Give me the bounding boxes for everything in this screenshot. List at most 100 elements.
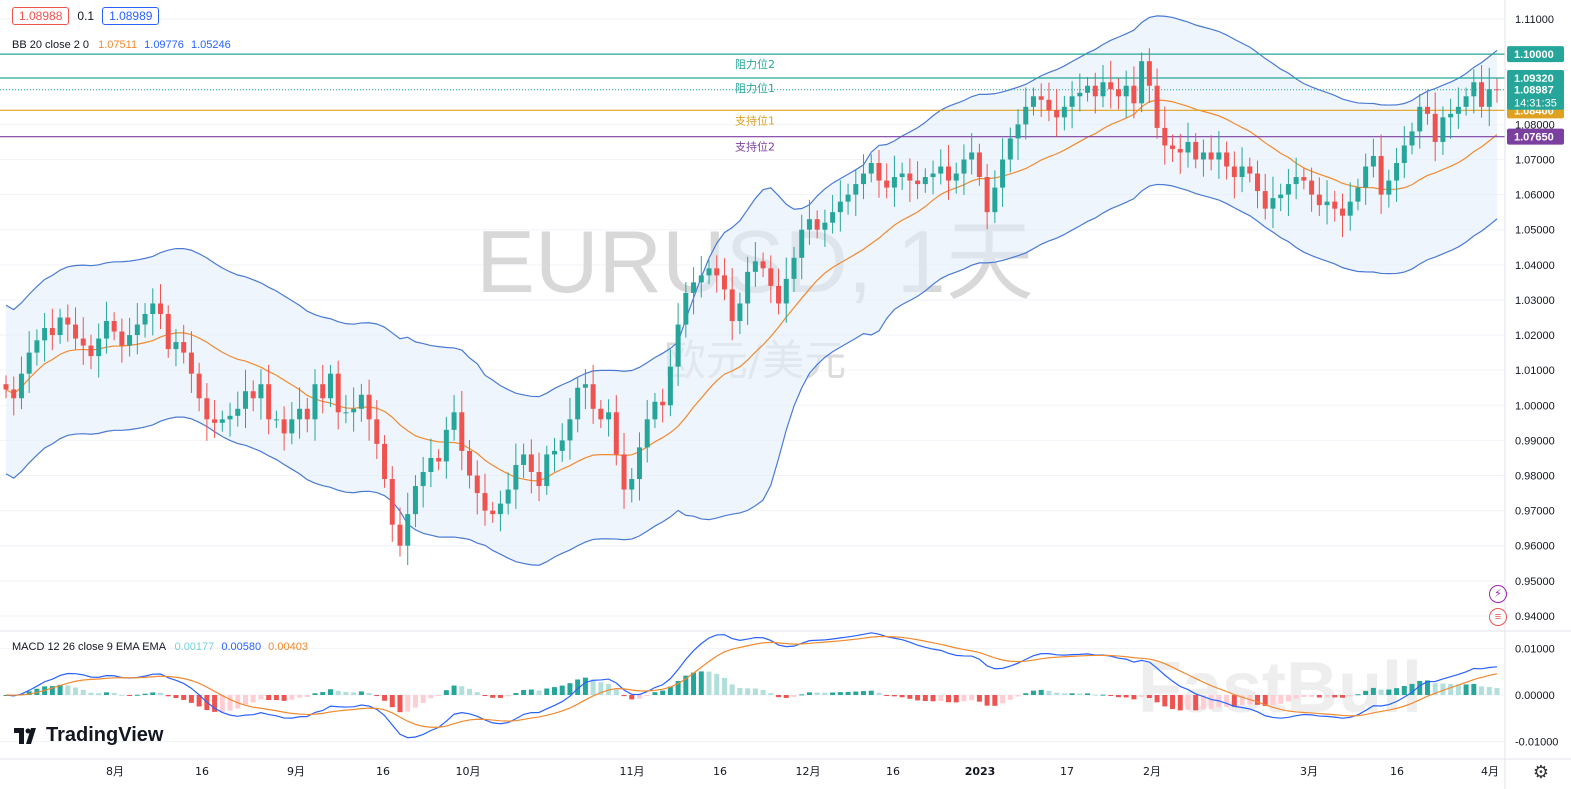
candle[interactable]	[1247, 166, 1253, 174]
macd-signal-line[interactable]	[5, 635, 1498, 728]
candle[interactable]	[1324, 201, 1330, 206]
macd-line[interactable]	[5, 632, 1498, 739]
candle[interactable]	[158, 303, 164, 314]
candle[interactable]	[103, 321, 109, 339]
candle[interactable]	[1030, 96, 1036, 107]
level-price-tag[interactable]	[1507, 46, 1564, 63]
candle[interactable]	[443, 429, 449, 462]
candle[interactable]	[1309, 180, 1315, 195]
candle[interactable]	[1185, 141, 1191, 153]
candle[interactable]	[706, 268, 712, 276]
candle[interactable]	[598, 408, 604, 420]
candle[interactable]	[675, 324, 681, 367]
candle[interactable]	[760, 261, 766, 269]
candle[interactable]	[1023, 106, 1029, 125]
candle[interactable]	[544, 454, 550, 487]
candle[interactable]	[1301, 177, 1307, 181]
candle[interactable]	[312, 384, 318, 420]
candle[interactable]	[552, 450, 558, 455]
candle[interactable]	[1316, 194, 1322, 206]
candle[interactable]	[1061, 106, 1067, 118]
candle[interactable]	[729, 289, 735, 322]
candle[interactable]	[1494, 89, 1500, 91]
candle[interactable]	[930, 173, 936, 178]
candle[interactable]	[521, 454, 527, 465]
candle[interactable]	[1015, 124, 1021, 139]
candle[interactable]	[1378, 155, 1384, 195]
candle[interactable]	[18, 373, 24, 399]
last-price-tag[interactable]	[1507, 81, 1564, 110]
candle[interactable]	[1285, 184, 1291, 195]
candle[interactable]	[1077, 92, 1083, 97]
candle[interactable]	[1424, 106, 1430, 114]
candle[interactable]	[590, 384, 596, 409]
candle[interactable]	[791, 257, 797, 279]
candle[interactable]	[992, 187, 998, 213]
candle[interactable]	[667, 366, 673, 406]
candle[interactable]	[660, 401, 666, 406]
candle[interactable]	[1417, 106, 1423, 132]
candle[interactable]	[814, 219, 820, 230]
candle[interactable]	[1455, 106, 1461, 114]
candle[interactable]	[250, 391, 256, 399]
candle[interactable]	[1115, 89, 1121, 97]
candle[interactable]	[1293, 177, 1299, 185]
candle[interactable]	[1100, 82, 1106, 97]
candle[interactable]	[629, 479, 635, 490]
candle[interactable]	[945, 166, 951, 181]
candle[interactable]	[1255, 173, 1261, 192]
candle[interactable]	[1479, 82, 1485, 107]
candle[interactable]	[1270, 198, 1276, 209]
candle[interactable]	[737, 303, 743, 322]
candle[interactable]	[621, 454, 627, 490]
candle[interactable]	[289, 419, 295, 434]
candle[interactable]	[374, 419, 380, 444]
ask-price-button[interactable]: 1.08989	[102, 7, 160, 25]
candle[interactable]	[327, 373, 333, 399]
candle[interactable]	[559, 440, 565, 451]
candle[interactable]	[644, 419, 650, 448]
candle[interactable]	[389, 479, 395, 525]
candle[interactable]	[822, 222, 828, 230]
candle[interactable]	[1448, 113, 1454, 118]
candle[interactable]	[1347, 201, 1353, 216]
candle[interactable]	[1054, 110, 1060, 118]
candle[interactable]	[412, 486, 418, 515]
candle[interactable]	[343, 412, 349, 414]
candle[interactable]	[1471, 82, 1477, 97]
candle[interactable]	[273, 419, 279, 421]
candle[interactable]	[868, 163, 874, 174]
candle[interactable]	[876, 163, 882, 181]
candle[interactable]	[335, 373, 341, 413]
candle[interactable]	[652, 401, 658, 420]
candle[interactable]	[497, 503, 503, 515]
candle[interactable]	[1085, 85, 1091, 93]
candle[interactable]	[1108, 82, 1114, 90]
candle[interactable]	[204, 398, 210, 420]
candle[interactable]	[1278, 194, 1284, 199]
candle[interactable]	[320, 384, 326, 399]
candle[interactable]	[1239, 166, 1245, 178]
candle[interactable]	[119, 331, 125, 346]
candle[interactable]	[891, 177, 897, 188]
candle[interactable]	[953, 173, 959, 181]
tradingview-logo[interactable]: TradingView	[14, 724, 163, 747]
candle[interactable]	[806, 219, 812, 230]
candle[interactable]	[451, 412, 457, 430]
flag-icon[interactable]: ≡	[1489, 608, 1507, 626]
bollinger-legend[interactable]: BB 20 close 2 0 1.07511 1.09776 1.05246	[12, 39, 231, 51]
candle[interactable]	[382, 443, 388, 480]
candle[interactable]	[636, 447, 642, 480]
candle[interactable]	[127, 335, 133, 346]
candle[interactable]	[1046, 99, 1052, 111]
candle[interactable]	[351, 408, 357, 413]
candle[interactable]	[80, 338, 86, 346]
candle[interactable]	[65, 317, 71, 325]
candle[interactable]	[366, 394, 372, 420]
candle[interactable]	[907, 173, 913, 181]
candle[interactable]	[73, 324, 79, 339]
candle[interactable]	[196, 373, 202, 399]
candle[interactable]	[1208, 152, 1214, 160]
candle[interactable]	[1000, 159, 1006, 188]
candle[interactable]	[1154, 85, 1160, 128]
